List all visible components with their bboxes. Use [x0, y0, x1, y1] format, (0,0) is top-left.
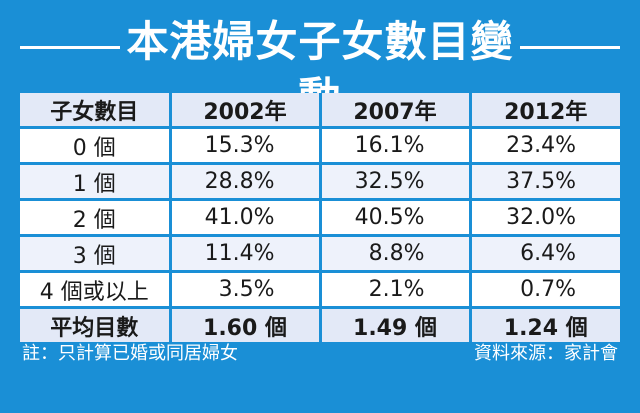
row-label: 0 個	[20, 127, 172, 165]
table-cell: 8.8%	[320, 235, 472, 273]
footer-cell: 1.24 個	[470, 307, 620, 342]
table-cell: 3.5%	[170, 271, 322, 309]
title-divider-left	[20, 46, 120, 49]
table-row: 1 個 28.8% 32.5% 37.5%	[20, 163, 620, 201]
table-cell: 2.1%	[320, 271, 472, 309]
row-label: 1 個	[20, 163, 172, 201]
table-cell: 40.5%	[320, 199, 472, 237]
source-credit: 資料來源：家計會	[474, 343, 618, 364]
table-cell: 23.4%	[470, 127, 620, 165]
footer-cell: 1.49 個	[320, 307, 472, 342]
header-cell: 2012年	[470, 93, 620, 129]
table-cell: 11.4%	[170, 235, 322, 273]
row-label: 4 個或以上	[20, 271, 172, 309]
table-cell: 37.5%	[470, 163, 620, 201]
table-row: 2 個 41.0% 40.5% 32.0%	[20, 199, 620, 237]
footer-label: 平均目數	[20, 307, 172, 342]
table-row: 4 個或以上 3.5% 2.1% 0.7%	[20, 271, 620, 309]
table-cell: 0.7%	[470, 271, 620, 309]
table-cell: 16.1%	[320, 127, 472, 165]
table-cell: 41.0%	[170, 199, 322, 237]
table-cell: 28.8%	[170, 163, 322, 201]
table-cell: 15.3%	[170, 127, 322, 165]
title-bar: 本港婦女子女數目變動	[0, 0, 640, 122]
header-cell: 2002年	[170, 93, 322, 129]
table-cell: 32.0%	[470, 199, 620, 237]
header-cell: 子女數目	[20, 93, 172, 129]
row-label: 3 個	[20, 235, 172, 273]
table-cell: 32.5%	[320, 163, 472, 201]
table-cell: 6.4%	[470, 235, 620, 273]
row-label: 2 個	[20, 199, 172, 237]
table-header-row: 子女數目 2002年 2007年 2012年	[20, 93, 620, 129]
table-footer-row: 平均目數 1.60 個 1.49 個 1.24 個	[20, 307, 620, 342]
header-cell: 2007年	[320, 93, 472, 129]
footer-cell: 1.60 個	[170, 307, 322, 342]
table-row: 0 個 15.3% 16.1% 23.4%	[20, 127, 620, 165]
table-row: 3 個 11.4% 8.8% 6.4%	[20, 235, 620, 273]
footnote: 註：只計算已婚或同居婦女	[22, 343, 238, 364]
title-divider-right	[520, 46, 620, 49]
data-table: 子女數目 2002年 2007年 2012年 0 個 15.3% 16.1% 2…	[20, 93, 620, 342]
